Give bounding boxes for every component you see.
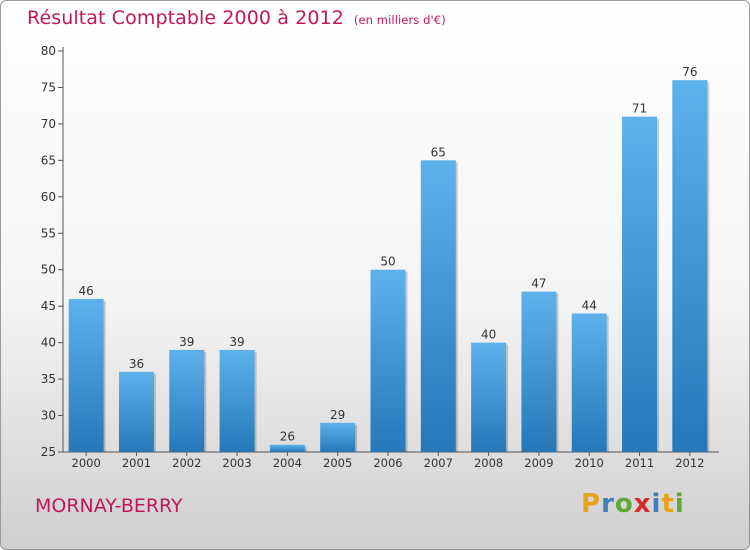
x-tick-label: 2006 [373,456,402,470]
bar-2002 [169,349,205,452]
bar-value-label: 71 [632,102,647,116]
x-tick-label: 2007 [424,456,453,470]
bar-value-label: 76 [682,65,697,79]
bar-value-label: 26 [280,430,295,444]
y-tick-label: 25 [41,445,56,459]
bar-value-label: 36 [129,357,144,371]
bar-value-label: 29 [330,408,345,422]
bar-2011 [622,116,658,453]
x-tick-label: 2005 [323,456,352,470]
logo-letter: P [581,489,602,519]
y-tick-label: 55 [41,226,56,240]
x-tick-label: 2009 [524,456,553,470]
x-tick-label: 2012 [675,456,704,470]
proxiti-logo: Proxiti [581,489,685,519]
y-tick-label: 40 [41,336,56,350]
bar-value-label: 39 [179,335,194,349]
y-tick-label: 75 [41,80,56,94]
bar-value-label: 39 [229,335,244,349]
bar-value-label: 50 [380,255,395,269]
x-tick-label: 2010 [575,456,604,470]
bar-2012 [672,80,708,452]
x-tick-label: 2002 [172,456,201,470]
logo-letter: i [651,489,662,519]
commune-name: MORNAY-BERRY [35,495,183,517]
logo-letter: t [661,489,675,519]
bar-2001 [118,371,154,452]
chart-subtitle: (en milliers d'€) [353,13,446,27]
y-tick-label: 60 [41,190,56,204]
bar-2007 [420,160,456,452]
x-tick-label: 2003 [222,456,251,470]
y-tick-label: 50 [41,263,56,277]
y-tick-label: 45 [41,299,56,313]
bar-value-label: 65 [431,145,446,159]
y-tick-label: 30 [41,409,56,423]
bar-2000 [68,298,104,452]
y-tick-label: 70 [41,117,56,131]
bar-value-label: 46 [79,284,94,298]
bar-2009 [521,291,557,452]
logo-letter: r [601,489,615,519]
y-tick-label: 80 [41,44,56,58]
logo-letter: x [633,489,652,519]
bar-2005 [320,422,356,452]
chart-title: Résultat Comptable 2000 à 2012 (en millie… [27,7,446,29]
bar-2006 [370,269,406,452]
x-tick-label: 2004 [273,456,302,470]
x-tick-label: 2001 [122,456,151,470]
y-tick-label: 65 [41,153,56,167]
title-text: Résultat Comptable 2000 à 2012 [27,7,344,29]
bar-value-label: 44 [582,298,597,312]
x-tick-label: 2011 [625,456,654,470]
bar-2003 [219,349,255,452]
bar-2008 [471,342,507,452]
bar-value-label: 47 [531,277,546,291]
x-tick-label: 2000 [72,456,101,470]
logo-letter: o [614,489,634,519]
y-tick-label: 35 [41,372,56,386]
x-tick-label: 2008 [474,456,503,470]
bar-value-label: 40 [481,328,496,342]
bar-2004 [269,444,305,452]
logo-letter: i [674,489,685,519]
bar-2010 [571,313,607,452]
